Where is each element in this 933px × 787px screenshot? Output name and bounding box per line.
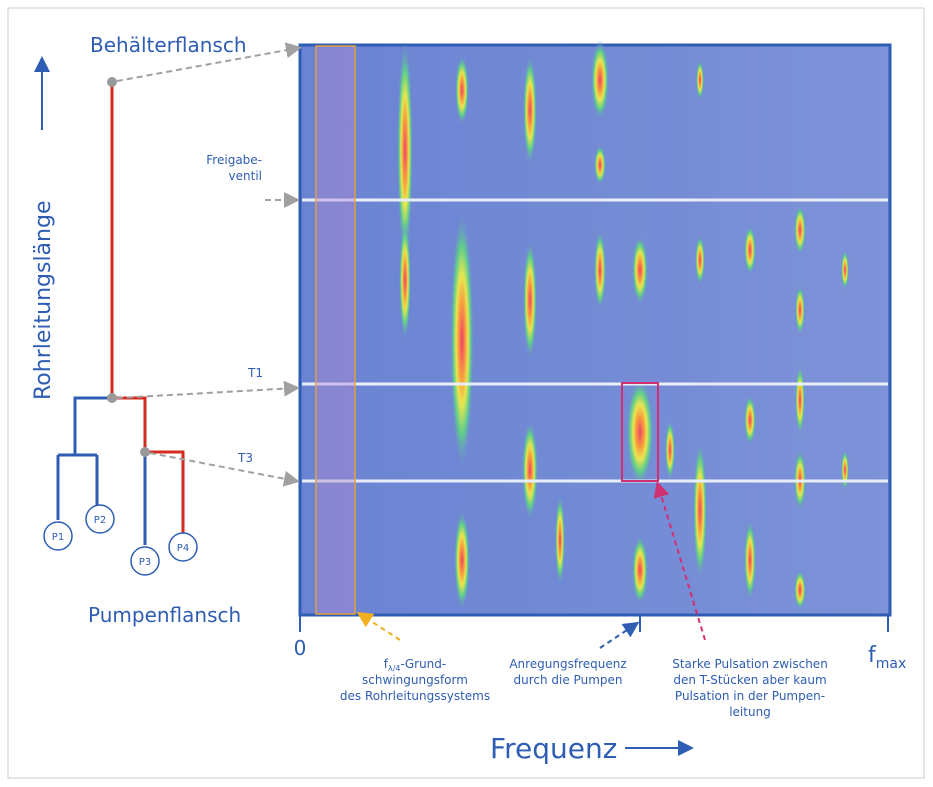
intensity-blob (841, 450, 849, 490)
fundamental-note: schwingungsform (362, 673, 468, 687)
intensity-blob (591, 40, 609, 120)
x-axis-label: Frequenz (490, 732, 617, 765)
x-zero: 0 (294, 636, 307, 660)
intensity-blob (523, 240, 537, 360)
fundamental-note: fλ/4-Grund- (384, 657, 447, 673)
intensity-blob (594, 230, 606, 310)
excitation-note: Anregungsfrequenz (509, 657, 626, 671)
pumps (44, 505, 197, 575)
pump-label: P3 (139, 557, 151, 568)
excitation-note: durch die Pumpen (514, 673, 623, 687)
intensity-blob (455, 55, 469, 125)
top-label: Behälterflansch (90, 33, 247, 57)
t1-label: T1 (247, 366, 263, 380)
fundamental-box (316, 46, 355, 614)
pipe-tree (58, 82, 183, 545)
intensity-blob (555, 495, 565, 585)
intensity-blob (744, 520, 756, 600)
t3-label: T3 (237, 451, 253, 465)
pulsation-note: leitung (729, 705, 771, 719)
pulsation-note: Pulsation in der Pumpen- (675, 689, 825, 703)
y-axis-label: Rohrleitungslänge (31, 201, 56, 400)
intensity-blob (696, 60, 704, 100)
intensity-blob (399, 220, 411, 340)
pump-label: P4 (177, 543, 189, 554)
intensity-blob (665, 420, 675, 480)
intensity-blob (841, 250, 849, 290)
pulsation-note: Starke Pulsation zwischen (672, 657, 828, 671)
intensity-blob (794, 570, 806, 610)
valve-label: Freigabe- (206, 153, 262, 167)
intensity-blob (632, 535, 648, 605)
intensity-blob (744, 225, 756, 275)
intensity-blob (523, 55, 537, 165)
intensity-blob (454, 510, 470, 610)
intensity-blob (594, 145, 606, 185)
intensity-blob (795, 365, 805, 435)
intensity-blob (626, 377, 654, 487)
intensity-blob (744, 395, 756, 445)
bottom-label: Pumpenflansch (88, 603, 241, 627)
intensity-blob (695, 235, 705, 285)
pulsation-note: den T-Stücken aber kaum (673, 673, 826, 687)
valve-label: ventil (229, 169, 262, 183)
intensity-blob (693, 440, 707, 580)
intensity-blob (522, 420, 538, 520)
pump-label: P1 (52, 532, 64, 543)
intensity-blob (632, 235, 648, 305)
intensity-blob (794, 205, 806, 255)
x-max: fmax (868, 643, 906, 672)
f-first: -Grund- (401, 657, 447, 671)
x-max-sub: max (876, 656, 907, 672)
intensity-blob (450, 210, 474, 470)
fundamental-note: des Rohrleitungssystems (340, 689, 490, 703)
intensity-blob (795, 285, 805, 335)
figure: Behälterflansch Rohrleitungslänge Freiga… (0, 0, 933, 787)
f-sub: λ/4 (388, 664, 401, 673)
pump-label: P2 (94, 515, 106, 526)
